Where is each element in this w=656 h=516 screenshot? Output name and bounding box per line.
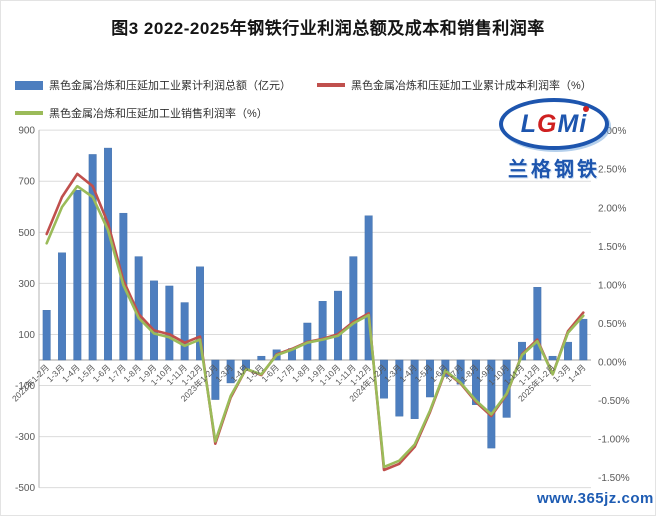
bar [410, 359, 419, 419]
bar [318, 301, 327, 361]
bar [548, 355, 557, 361]
bar [334, 290, 342, 361]
bar [564, 341, 572, 361]
svg-text:3.00%: 3.00% [598, 126, 626, 137]
bar [226, 359, 235, 384]
bar [364, 215, 373, 361]
bar [73, 189, 82, 361]
bar [196, 266, 204, 361]
svg-text:300: 300 [18, 279, 35, 290]
legend-row-2: 黑色金属冶炼和压延加工业销售利润率（%） [15, 105, 294, 121]
bar [472, 359, 480, 405]
svg-text:-1.50%: -1.50% [598, 473, 630, 484]
lgmi-logo-red-dot [583, 106, 589, 112]
bar [165, 285, 174, 361]
bar [426, 359, 434, 398]
bar [349, 256, 358, 361]
legend-label-cost-margin: 黑色金属冶炼和压延加工业累计成本利润率（%） [351, 80, 592, 92]
sales-margin-line [45, 184, 585, 469]
bar [104, 147, 112, 361]
svg-text:1-4月: 1-4月 [566, 362, 588, 384]
svg-text:1.50%: 1.50% [598, 242, 626, 253]
bar [58, 252, 66, 361]
sales-margin-line-swatch [15, 111, 43, 115]
legend-item-cost-margin: 黑色金属冶炼和压延加工业累计成本利润率（%） [317, 77, 592, 93]
bar [42, 310, 51, 361]
bar [487, 359, 496, 449]
bar [150, 280, 158, 361]
right-axis-tick-labels: 3.00% 2.50% 2.00% 1.50% 1.00% 0.50% 0.00% -0.50… [598, 126, 630, 484]
bar [395, 359, 404, 417]
legend-label-profit-total: 黑色金属冶炼和压延加工业累计利润总额（亿元） [49, 80, 291, 92]
svg-text:100: 100 [18, 330, 35, 341]
bar [180, 302, 189, 361]
bar [579, 318, 588, 361]
legend-label-sales-margin: 黑色金属冶炼和压延加工业销售利润率（%） [49, 108, 268, 120]
bar [533, 287, 542, 361]
bar [88, 154, 97, 361]
svg-text:-1.00%: -1.00% [598, 435, 630, 446]
bar-series-swatch [15, 80, 43, 90]
lgmi-logo-text: LGMi [520, 109, 588, 138]
bar [502, 359, 511, 418]
legend-item-sales-margin: 黑色金属冶炼和压延加工业销售利润率（%） [15, 105, 268, 121]
svg-text:2.00%: 2.00% [598, 203, 626, 214]
svg-text:1.00%: 1.00% [598, 280, 626, 291]
lgmi-logo-chinese-name: 兰格钢铁 [508, 159, 600, 181]
svg-text:-100: -100 [15, 381, 35, 392]
profit-total-bars [42, 147, 588, 449]
watermark-url: www.365jz.com [537, 490, 654, 507]
svg-text:-0.50%: -0.50% [598, 396, 630, 407]
cost-margin-line-swatch [317, 83, 345, 87]
legend-item-profit-total: 黑色金属冶炼和压延加工业累计利润总额（亿元） [15, 77, 291, 93]
bar [211, 359, 220, 400]
svg-text:900: 900 [18, 126, 35, 137]
gridlines [39, 129, 591, 489]
lgmi-logo-ellipse: LGMi [499, 98, 609, 150]
bar [380, 359, 388, 399]
legend-row-1: 黑色金属冶炼和压延加工业累计利润总额（亿元） 黑色金属冶炼和压延加工业累计成本利… [15, 77, 618, 93]
lgmi-logo: LGMi 兰格钢铁 [491, 98, 617, 182]
svg-text:0.00%: 0.00% [598, 358, 626, 369]
left-axis-tick-labels: 900 700 500 300 100 -100 -300 -500 [15, 126, 35, 495]
page-title: 图3 2022-2025年钢铁行业利润总额及成本和销售利润率 [111, 19, 545, 38]
svg-text:0.50%: 0.50% [598, 319, 626, 330]
svg-text:500: 500 [18, 228, 35, 239]
svg-text:-300: -300 [15, 432, 35, 443]
x-axis-labels: 2022年1-2月1-3月1-4月1-5月1-6月1-7月1-8月1-9月1-1… [10, 362, 588, 403]
bar [441, 359, 450, 377]
svg-text:-500: -500 [15, 483, 35, 494]
svg-text:700: 700 [18, 177, 35, 188]
bar [257, 355, 266, 361]
svg-text:2.50%: 2.50% [598, 165, 626, 176]
